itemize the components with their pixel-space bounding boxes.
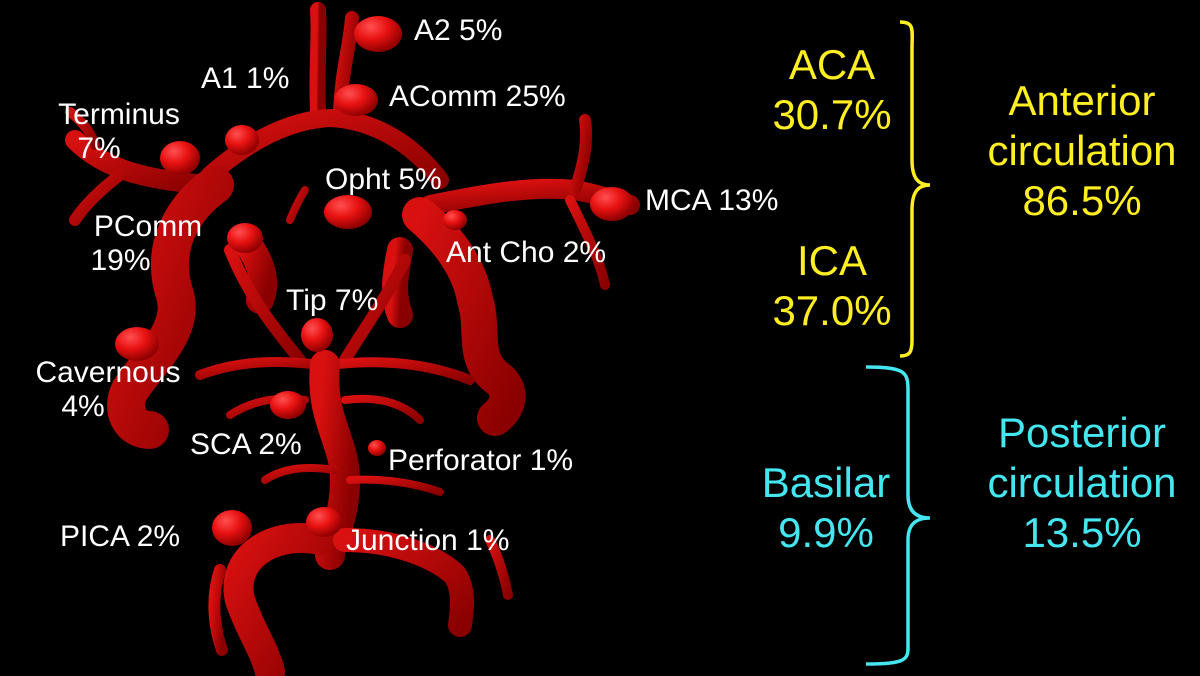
- group-posterior-circulation: Posterior circulation 13.5%: [964, 408, 1200, 558]
- group-anterior-line1: Anterior: [1008, 77, 1156, 124]
- group-basilar-pct: 9.9%: [778, 509, 874, 556]
- aneurysm-tip: [301, 318, 333, 352]
- aneurysm-markers: [115, 16, 634, 546]
- group-anterior-circulation: Anterior circulation 86.5%: [964, 76, 1200, 226]
- label-perforator: Perforator 1%: [388, 444, 574, 477]
- group-basilar: Basilar 9.9%: [744, 458, 908, 558]
- group-ica-name: ICA: [796, 237, 867, 284]
- label-a1: A1 1%: [201, 62, 290, 95]
- label-terminus-pct: 7%: [77, 132, 121, 165]
- aneurysm-sca: [270, 391, 306, 419]
- aneurysm-acomm: [334, 84, 378, 116]
- group-ica: ICA 37.0%: [752, 236, 912, 336]
- group-ica-pct: 37.0%: [772, 287, 892, 334]
- label-ant-cho: Ant Cho 2%: [446, 236, 607, 269]
- aneurysm-cavernous: [115, 327, 159, 361]
- aneurysm-perforator: [368, 440, 386, 456]
- label-pcomm-pct: 19%: [90, 244, 151, 277]
- anterior-brace: [899, 20, 931, 358]
- aneurysm-ant-cho: [443, 210, 467, 230]
- label-opht: Opht 5%: [325, 163, 442, 196]
- group-posterior-line1: Posterior: [997, 409, 1167, 456]
- posterior-brace: [865, 365, 931, 666]
- group-anterior-line2: circulation: [987, 127, 1177, 174]
- aneurysm-terminus: [160, 141, 200, 175]
- label-sca: SCA 2%: [190, 428, 302, 461]
- aneurysm-a2: [354, 16, 402, 52]
- label-pcomm-name: PComm: [93, 210, 203, 243]
- aneurysm-opht: [324, 195, 372, 229]
- label-junction: Junction 1%: [346, 524, 510, 557]
- label-pcomm: PComm 19%: [80, 210, 216, 278]
- group-posterior-pct: 13.5%: [1022, 509, 1142, 556]
- group-aca: ACA 30.7%: [752, 40, 912, 140]
- label-pica: PICA 2%: [60, 520, 181, 553]
- group-aca-name: ACA: [788, 41, 876, 88]
- label-acomm: AComm 25%: [389, 80, 566, 113]
- label-terminus-name: Terminus: [58, 98, 180, 131]
- label-cavernous: Cavernous 4%: [22, 356, 194, 424]
- aneurysm-pica: [212, 510, 252, 546]
- aneurysm-pcomm: [227, 223, 263, 253]
- label-cavernous-name: Cavernous: [35, 356, 181, 389]
- label-mca: MCA 13%: [645, 184, 779, 217]
- aneurysm-mca: [590, 187, 634, 221]
- group-anterior-pct: 86.5%: [1022, 177, 1142, 224]
- group-aca-pct: 30.7%: [772, 91, 892, 138]
- label-a2: A2 5%: [414, 14, 503, 47]
- label-tip: Tip 7%: [286, 284, 379, 317]
- aneurysm-a1: [225, 125, 259, 155]
- group-basilar-name: Basilar: [761, 459, 891, 506]
- group-posterior-line2: circulation: [987, 459, 1177, 506]
- aneurysm-junction: [306, 507, 342, 537]
- label-cavernous-pct: 4%: [61, 390, 105, 423]
- label-terminus: Terminus 7%: [44, 98, 194, 166]
